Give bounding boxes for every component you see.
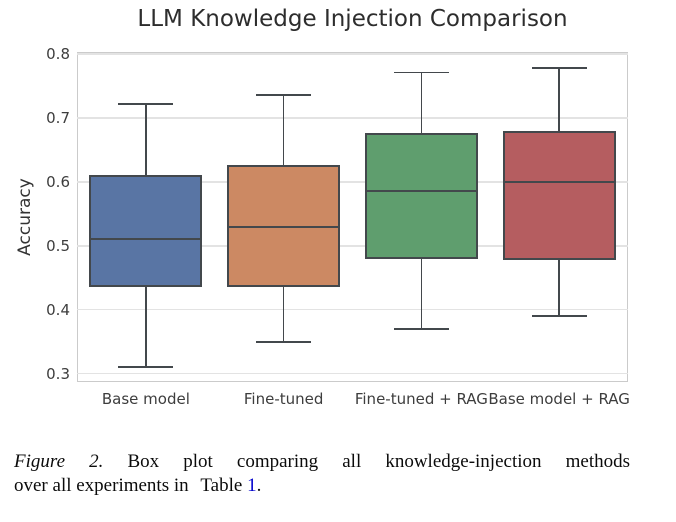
box-base-model-rag [502, 131, 616, 261]
x-tick-label: Fine-tuned [243, 390, 324, 408]
caption-period: . [256, 475, 262, 496]
gridline [77, 181, 628, 183]
caption-line-1: Figure 2. Box plot comparing all knowled… [14, 450, 630, 474]
x-tick-label: Fine-tuned + RAG [354, 390, 488, 408]
caption-table-word: Table [200, 475, 243, 496]
caption-text-line1: Box plot comparing all knowledge-injecti… [127, 451, 630, 472]
gridline [77, 245, 628, 247]
x-tick-label: Base model [101, 390, 190, 408]
caption-figure-label: Figure 2. [14, 451, 104, 472]
gridline [77, 117, 628, 119]
y-tick-label: 0.5 [46, 236, 70, 255]
whisker-cap-top [256, 94, 312, 96]
y-tick-label: 0.3 [46, 364, 70, 383]
gridline [77, 308, 628, 311]
whisker-cap-top [118, 103, 174, 105]
whisker-cap-bottom [118, 366, 174, 369]
caption-line-2: over all experiments in Table 1. [14, 474, 630, 498]
chart-title: LLM Knowledge Injection Comparison [137, 6, 568, 32]
whisker-cap-top [393, 71, 449, 74]
box-fine-tuned-rag [364, 133, 478, 259]
box-base-model [89, 175, 203, 288]
x-tick-label: Base model + RAG [488, 390, 630, 408]
y-tick-label: 0.7 [46, 108, 70, 127]
median-line [366, 189, 476, 192]
gridline [77, 53, 628, 55]
y-tick-label: 0.8 [46, 44, 70, 63]
figure-caption: Figure 2. Box plot comparing all knowled… [14, 450, 630, 498]
median-line [91, 238, 201, 241]
y-tick-label: 0.6 [46, 172, 70, 191]
caption-text-line2: over all experiments in [14, 475, 189, 496]
median-line [504, 180, 614, 183]
table-ref-link[interactable]: 1 [247, 475, 257, 496]
y-tick-label: 0.4 [46, 300, 70, 319]
median-line [229, 225, 339, 228]
whisker-cap-bottom [256, 340, 312, 343]
whisker-cap-top [531, 67, 587, 69]
whisker-cap-bottom [393, 328, 449, 330]
whisker-cap-bottom [531, 315, 587, 317]
gridline [77, 372, 628, 375]
